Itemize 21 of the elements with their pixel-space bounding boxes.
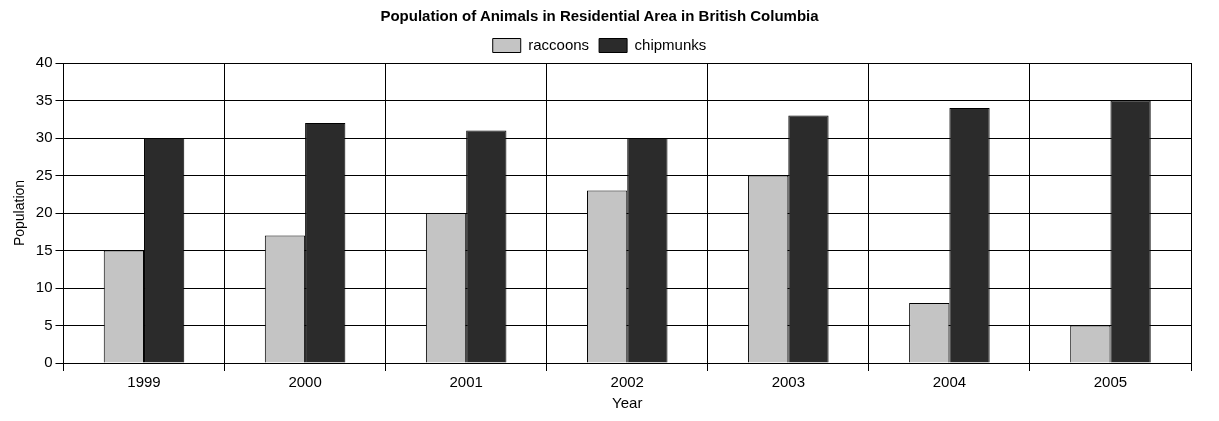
legend-label: raccoons (528, 35, 590, 53)
y-tick-label: 15 (35, 240, 53, 258)
x-tick-label: 2001 (449, 373, 483, 391)
y-tick-label: 35 (35, 90, 53, 108)
y-axis-title: Population (11, 179, 28, 247)
x-tick-label: 2000 (288, 373, 322, 391)
x-tick-label: 2003 (771, 373, 805, 391)
y-tick-label: 20 (35, 203, 53, 221)
x-axis-title: Year (612, 394, 643, 412)
chart-title: Population of Animals in Residential Area in British Columbia (380, 7, 820, 25)
y-tick-label: 0 (44, 353, 53, 371)
x-tick-label: 1999 (127, 373, 161, 391)
y-tick-label: 25 (35, 165, 53, 183)
y-tick-label: 30 (35, 128, 53, 146)
x-tick-label: 2004 (932, 373, 967, 391)
y-tick-label: 40 (35, 53, 53, 71)
y-tick-label: 5 (44, 315, 53, 333)
x-tick-label: 2002 (610, 373, 644, 391)
x-tick-label: 2005 (1093, 373, 1128, 391)
legend-label: chipmunks (634, 35, 707, 53)
y-tick-label: 10 (35, 278, 53, 296)
